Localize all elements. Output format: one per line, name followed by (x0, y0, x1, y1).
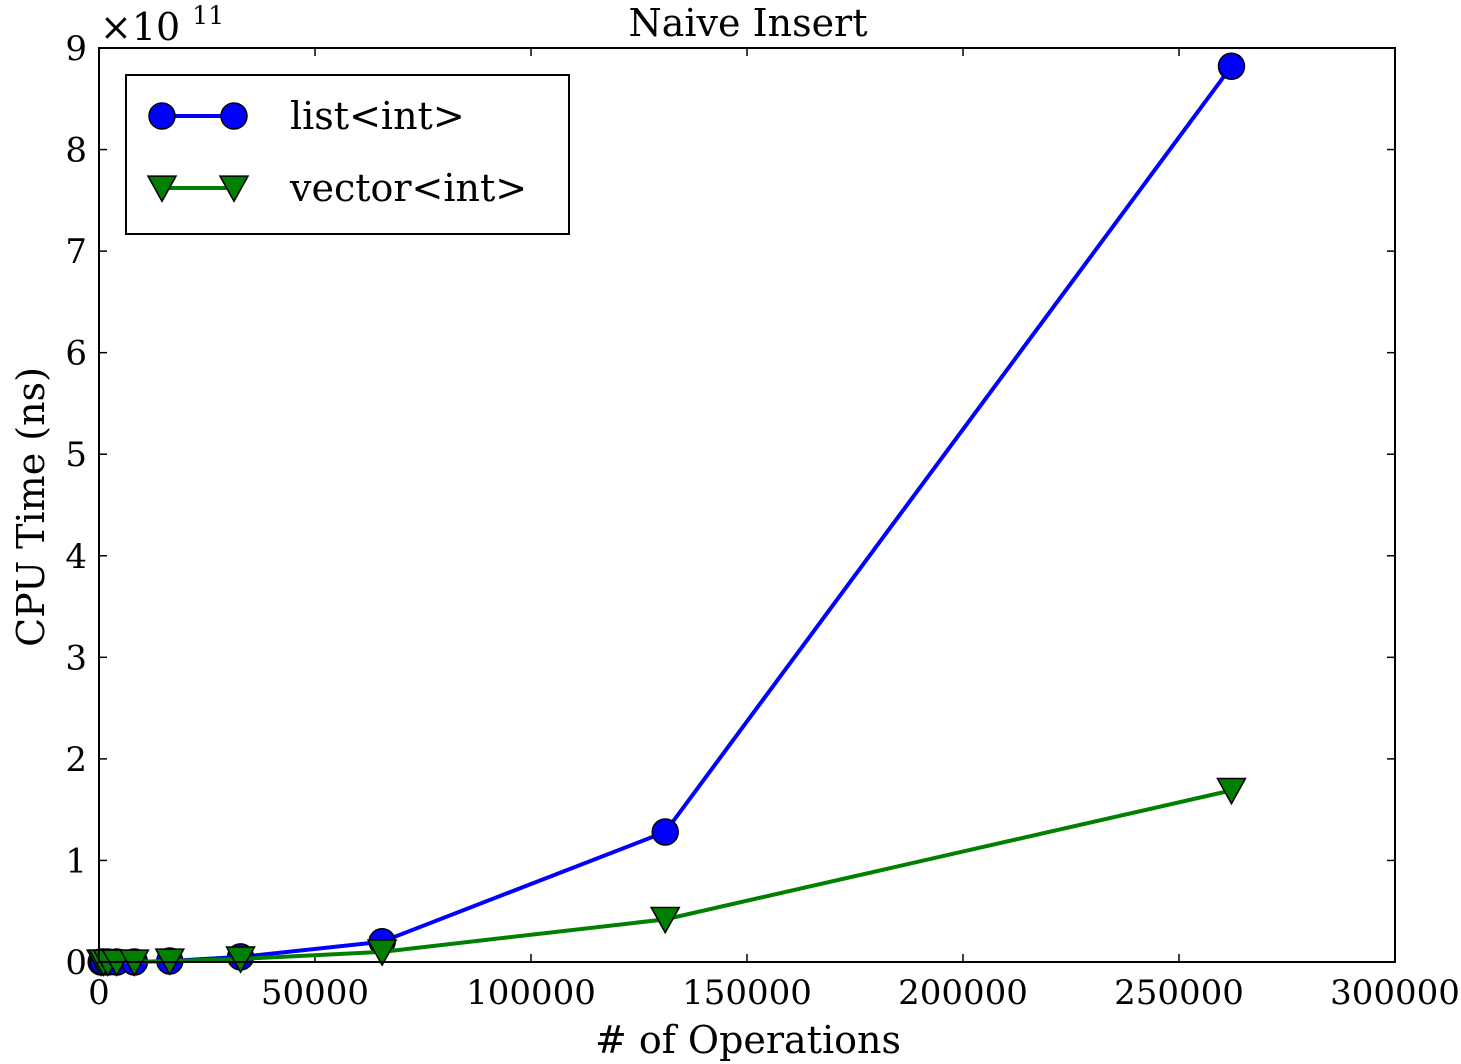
y-tick-label: 0 (65, 943, 87, 983)
y-tick-label: 7 (65, 232, 87, 272)
legend-marker (218, 175, 250, 203)
data-point (649, 906, 681, 935)
y-tick-label: 4 (65, 537, 87, 577)
legend-item: list<int> (148, 94, 465, 138)
legend-marker (148, 102, 176, 130)
x-tick-label: 50000 (261, 973, 369, 1013)
y-tick-label: 3 (65, 638, 87, 678)
y-tick-label: 9 (65, 29, 87, 69)
x-axis-label: # of Operations (595, 1018, 901, 1062)
data-point (1216, 777, 1247, 806)
y-scale-base: ×10 (100, 5, 180, 49)
svg-text:×10 11: ×10 11 (100, 1, 224, 49)
legend-marker (220, 102, 248, 130)
x-axis: 0 50000 100000 150000 200000 250000 300000 (88, 48, 1460, 1013)
data-point (366, 939, 398, 967)
x-tick-label: 150000 (682, 973, 812, 1013)
x-tick-label: 250000 (1114, 973, 1244, 1013)
legend-label: vector<int> (289, 166, 527, 210)
x-tick-label: 300000 (1330, 973, 1460, 1013)
data-point (651, 818, 679, 846)
x-tick-label: 200000 (898, 973, 1028, 1013)
legend: list<int> vector<int> (125, 74, 570, 235)
plot-frame (98, 47, 1396, 963)
y-scale-label: ×10 11 (100, 1, 224, 49)
y-scale-exponent: 11 (192, 1, 224, 30)
series-line (101, 788, 1232, 964)
x-tick-label: 100000 (466, 973, 596, 1013)
legend-label: list<int> (290, 94, 465, 138)
y-tick-label: 6 (65, 334, 87, 374)
data-point (1217, 52, 1246, 81)
x-tick-label: 0 (88, 973, 110, 1013)
legend-box (125, 74, 570, 235)
y-tick-label: 1 (65, 841, 87, 881)
y-tick-label: 2 (65, 740, 87, 780)
series-2 (85, 777, 1247, 977)
y-tick-label: 5 (65, 435, 87, 475)
data-point (225, 946, 256, 974)
legend-item: vector<int> (146, 166, 527, 210)
y-tick-label: 8 (65, 131, 87, 171)
y-axis: 0 1 2 3 4 5 6 7 8 9 (65, 29, 1395, 983)
y-axis-label: CPU Time (ns) (9, 367, 53, 647)
chart-title: Naive Insert (628, 1, 867, 45)
legend-marker (146, 175, 178, 203)
